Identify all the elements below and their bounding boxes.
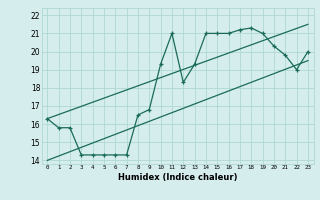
X-axis label: Humidex (Indice chaleur): Humidex (Indice chaleur) [118, 173, 237, 182]
